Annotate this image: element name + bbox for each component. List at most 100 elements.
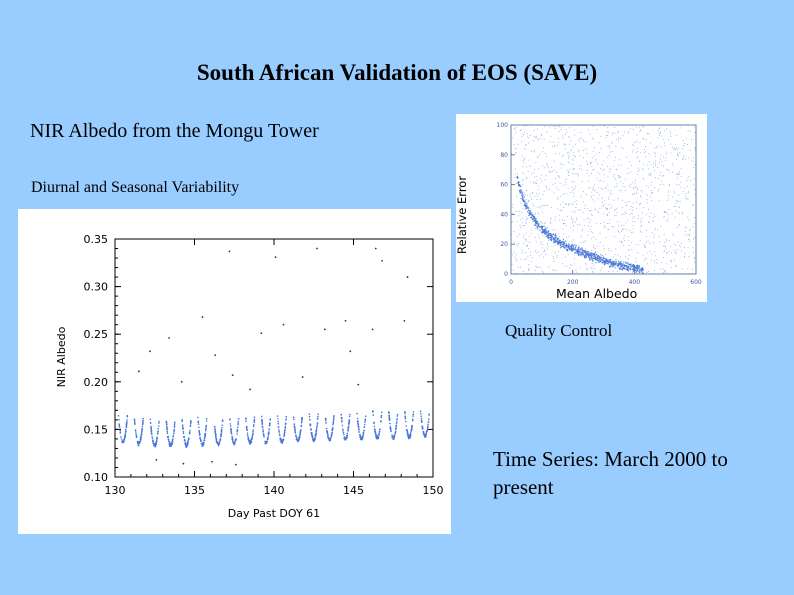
scatter-point bbox=[655, 165, 656, 167]
data-point bbox=[427, 423, 429, 426]
band-point bbox=[531, 212, 533, 214]
scatter-point bbox=[643, 207, 645, 209]
scatter-point bbox=[636, 150, 638, 152]
scatter-point bbox=[607, 184, 609, 186]
data-point bbox=[406, 433, 409, 435]
scatter-point bbox=[682, 148, 684, 150]
scatter-point bbox=[605, 137, 607, 139]
scatter-point bbox=[626, 173, 628, 175]
data-point bbox=[425, 433, 427, 436]
data-point bbox=[126, 414, 129, 417]
data-point bbox=[364, 418, 367, 420]
data-point bbox=[181, 419, 183, 421]
scatter-point bbox=[522, 179, 524, 181]
band-point bbox=[601, 262, 603, 264]
scatter-point bbox=[632, 220, 634, 222]
band-point bbox=[539, 229, 541, 231]
scatter-point bbox=[654, 251, 656, 253]
scatter-point bbox=[523, 234, 525, 236]
data-point bbox=[149, 422, 152, 424]
scatter-point bbox=[688, 191, 690, 193]
y-tick-label: 0.35 bbox=[84, 233, 109, 246]
scatter-point bbox=[563, 220, 565, 221]
band-point bbox=[638, 270, 640, 272]
scatter-point bbox=[620, 189, 622, 191]
scatter-point bbox=[605, 207, 607, 209]
scatter-point bbox=[570, 227, 572, 229]
band-point bbox=[521, 195, 523, 197]
scatter-point bbox=[588, 175, 590, 177]
data-point bbox=[133, 419, 136, 422]
outlier-point bbox=[274, 256, 277, 258]
scatter-point bbox=[574, 201, 576, 203]
scatter-point bbox=[525, 232, 527, 234]
data-point bbox=[133, 418, 136, 420]
scatter-point bbox=[619, 241, 621, 242]
scatter-point bbox=[568, 162, 570, 164]
scatter-point bbox=[653, 163, 654, 165]
band-point bbox=[550, 234, 552, 236]
scatter-point bbox=[536, 252, 538, 254]
band-point bbox=[564, 247, 566, 249]
scatter-point bbox=[600, 268, 602, 270]
scatter-point bbox=[663, 139, 665, 141]
data-point bbox=[420, 413, 422, 415]
scatter-point bbox=[618, 159, 620, 161]
scatter-point bbox=[592, 137, 594, 139]
data-point bbox=[332, 420, 335, 422]
band-point bbox=[604, 258, 606, 260]
band-point bbox=[554, 236, 557, 238]
scatter-point bbox=[614, 178, 616, 179]
scatter-point bbox=[516, 148, 518, 150]
band-point bbox=[561, 244, 563, 246]
scatter-point bbox=[582, 191, 584, 193]
scatter-point bbox=[552, 229, 553, 231]
scatter-point bbox=[647, 194, 649, 196]
scatter-point bbox=[599, 232, 601, 234]
data-point bbox=[284, 428, 287, 430]
scatter-point bbox=[528, 270, 530, 272]
data-point bbox=[342, 431, 345, 434]
scatter-point bbox=[608, 204, 610, 206]
scatter-point bbox=[677, 172, 679, 174]
scatter-point bbox=[670, 132, 671, 134]
band-point bbox=[585, 256, 587, 258]
scatter-point bbox=[615, 248, 617, 250]
scatter-point bbox=[533, 183, 535, 185]
scatter-point bbox=[568, 235, 570, 237]
scatter-point bbox=[568, 153, 570, 155]
data-point bbox=[251, 435, 254, 437]
band-point bbox=[623, 266, 625, 269]
band-point bbox=[518, 183, 520, 185]
scatter-point bbox=[666, 199, 668, 201]
scatter-point bbox=[614, 186, 616, 188]
scatter-point bbox=[541, 205, 543, 206]
data-point bbox=[205, 420, 208, 422]
scatter-point bbox=[615, 208, 617, 210]
scatter-point bbox=[585, 264, 587, 266]
band-point bbox=[610, 263, 613, 265]
scatter-point bbox=[659, 158, 661, 160]
scatter-point bbox=[608, 270, 610, 272]
scatter-point bbox=[534, 227, 536, 229]
scatter-point bbox=[515, 272, 517, 274]
scatter-point bbox=[674, 192, 676, 194]
scatter-point bbox=[555, 233, 556, 234]
data-point bbox=[411, 419, 414, 422]
scatter-point bbox=[632, 181, 634, 183]
scatter-point bbox=[636, 134, 638, 136]
scatter-point bbox=[678, 194, 680, 196]
scatter-point bbox=[536, 199, 538, 200]
scatter-point bbox=[671, 273, 673, 275]
band-point bbox=[594, 259, 597, 261]
scatter-point bbox=[658, 200, 660, 202]
scatter-point bbox=[550, 217, 552, 219]
scatter-point bbox=[526, 125, 528, 127]
scatter-point bbox=[650, 196, 652, 198]
band-point bbox=[583, 253, 585, 255]
data-point bbox=[134, 421, 136, 423]
scatter-point bbox=[560, 204, 561, 206]
scatter-point bbox=[607, 207, 608, 209]
data-point bbox=[298, 436, 301, 439]
scatter-point bbox=[623, 213, 625, 215]
